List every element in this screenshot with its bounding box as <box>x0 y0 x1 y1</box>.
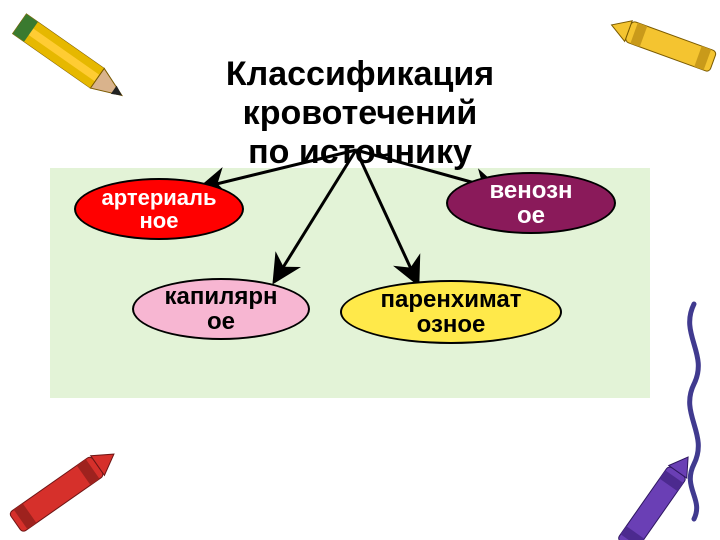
node-capillary: капилярн ое <box>132 278 310 340</box>
node-parenchymal: паренхимат озное <box>340 280 562 344</box>
node-venous: венозн ое <box>446 172 616 234</box>
node-arterial: артериаль ное <box>74 178 244 240</box>
pencil-icon <box>0 0 140 140</box>
crayon-purple-icon <box>544 294 714 540</box>
crayon-red-icon <box>0 398 142 540</box>
title-text: Классификация кровотечений по источнику <box>226 55 494 171</box>
crayon-yellow-icon <box>596 0 720 124</box>
